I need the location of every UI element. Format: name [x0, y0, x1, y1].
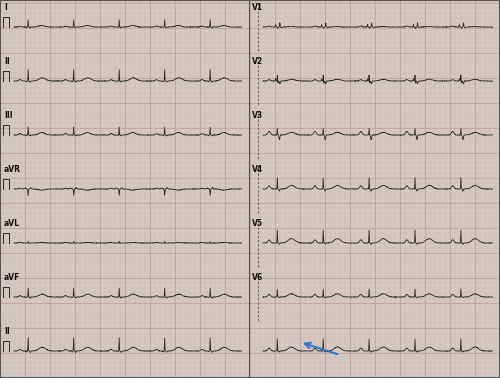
Text: II: II: [4, 57, 10, 66]
Text: I: I: [4, 3, 7, 12]
Text: aVL: aVL: [4, 219, 20, 228]
Text: aVR: aVR: [4, 165, 21, 174]
Text: V4: V4: [252, 165, 263, 174]
Text: V3: V3: [252, 111, 263, 120]
Text: III: III: [4, 111, 12, 120]
Text: V6: V6: [252, 273, 263, 282]
Text: V2: V2: [252, 57, 263, 66]
Text: V1: V1: [252, 3, 263, 12]
Text: aVF: aVF: [4, 273, 20, 282]
Text: V5: V5: [252, 219, 263, 228]
Text: II: II: [4, 327, 10, 336]
